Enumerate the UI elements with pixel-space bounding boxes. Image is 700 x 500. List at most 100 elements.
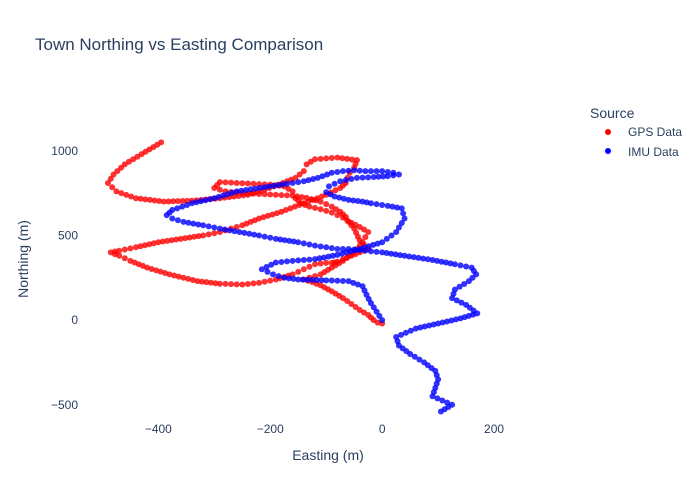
data-point (365, 174, 372, 181)
data-point (426, 322, 433, 329)
data-point (334, 245, 341, 252)
data-point (177, 235, 184, 242)
data-point (317, 243, 324, 250)
data-point (174, 198, 181, 205)
data-point (344, 298, 351, 305)
data-point (342, 177, 349, 184)
data-point (169, 215, 176, 222)
y-tick-label: 500 (58, 228, 78, 242)
data-point (185, 275, 192, 282)
data-point (318, 277, 325, 284)
data-point (384, 168, 391, 175)
data-point (316, 255, 323, 262)
data-point (416, 356, 423, 363)
data-point (272, 235, 279, 242)
data-point (448, 317, 455, 324)
data-point (127, 245, 134, 252)
data-point (383, 250, 390, 257)
data-point (251, 231, 258, 238)
data-point (272, 191, 279, 198)
data-point (238, 187, 245, 194)
data-point (121, 246, 128, 253)
data-point (339, 245, 346, 252)
data-point (395, 224, 402, 231)
data-point (132, 195, 139, 202)
data-point (216, 225, 223, 232)
data-point (113, 188, 120, 195)
data-point (317, 206, 324, 213)
data-point (442, 259, 449, 266)
data-point (132, 244, 139, 251)
data-point (319, 173, 326, 180)
data-point (373, 201, 380, 208)
data-point (340, 195, 347, 202)
data-point (312, 261, 319, 268)
data-point (411, 353, 418, 360)
x-axis-ticks: −400 −200 0 200 (145, 422, 505, 436)
data-point (406, 253, 413, 260)
data-point (353, 157, 360, 164)
data-point (439, 319, 446, 326)
data-point (211, 195, 218, 202)
data-point (323, 277, 330, 284)
data-point (163, 212, 170, 219)
data-point (206, 196, 213, 203)
data-point (402, 329, 409, 336)
data-point (222, 179, 229, 186)
legend-label-gps[interactable]: GPS Data (628, 125, 682, 139)
data-point (278, 258, 285, 265)
data-point (164, 237, 171, 244)
data-point (325, 253, 332, 260)
data-point (379, 317, 386, 324)
data-point (328, 154, 335, 161)
data-point (289, 257, 296, 264)
data-point (465, 278, 472, 285)
data-point (324, 171, 331, 178)
data-point (246, 230, 253, 237)
data-point (326, 183, 332, 190)
data-point (285, 275, 292, 282)
data-point (200, 232, 207, 239)
data-point (284, 180, 291, 187)
legend-label-imu[interactable]: IMU Data (628, 145, 679, 159)
data-point (328, 169, 335, 176)
data-point (310, 176, 317, 183)
data-point (300, 178, 307, 185)
data-point (244, 280, 251, 287)
data-point (439, 397, 446, 404)
data-point (463, 263, 470, 270)
data-point (212, 280, 219, 287)
x-tick-label: −400 (145, 422, 172, 436)
data-point (300, 240, 307, 247)
data-point (155, 239, 162, 246)
y-tick-label: 0 (71, 313, 78, 327)
data-point (417, 324, 424, 331)
data-point (312, 204, 319, 211)
data-point (207, 279, 214, 286)
data-point (241, 229, 248, 236)
data-point (429, 257, 436, 263)
data-point (345, 167, 352, 174)
data-point (256, 279, 263, 286)
x-tick-label: −200 (257, 422, 284, 436)
data-point (353, 174, 360, 181)
data-point (195, 233, 202, 240)
data-point (356, 247, 363, 254)
data-point (165, 198, 172, 205)
data-point (184, 201, 191, 208)
data-point (174, 217, 181, 224)
data-point (190, 220, 197, 227)
data-point (323, 201, 330, 208)
data-point (435, 320, 442, 327)
data-point (263, 264, 270, 271)
data-point (362, 234, 369, 241)
data-point (348, 301, 355, 308)
data-point (173, 236, 180, 243)
data-point (179, 203, 186, 210)
data-point (284, 192, 291, 199)
data-point (433, 257, 440, 264)
legend-title: Source (590, 105, 635, 121)
data-point (449, 295, 456, 302)
data-point (270, 271, 277, 278)
